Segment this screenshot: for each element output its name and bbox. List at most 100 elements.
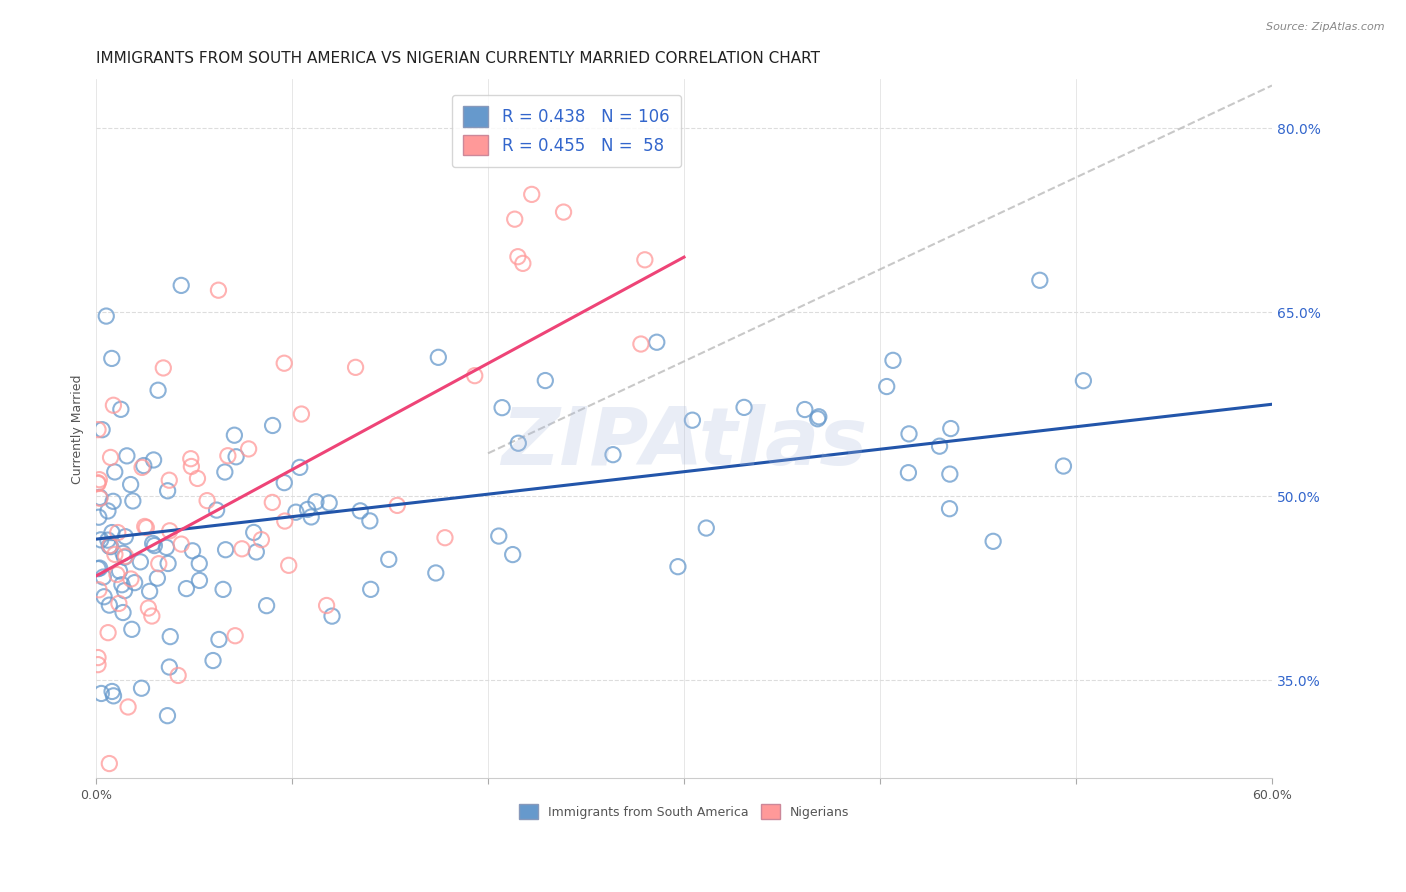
Point	[882, 353, 904, 368]
Point	[602, 448, 624, 462]
Point	[121, 623, 143, 637]
Point	[250, 533, 273, 547]
Point	[305, 495, 328, 509]
Point	[101, 684, 124, 698]
Point	[155, 541, 177, 555]
Point	[938, 501, 960, 516]
Point	[630, 337, 652, 351]
Point	[876, 379, 898, 393]
Point	[143, 539, 166, 553]
Point	[898, 426, 921, 441]
Point	[214, 542, 236, 557]
Point	[114, 550, 136, 565]
Point	[733, 401, 755, 415]
Point	[124, 575, 146, 590]
Point	[89, 491, 111, 505]
Point	[135, 520, 157, 534]
Point	[131, 460, 153, 475]
Point	[207, 283, 229, 297]
Point	[427, 351, 450, 365]
Point	[107, 525, 129, 540]
Point	[231, 541, 253, 556]
Point	[108, 564, 131, 578]
Point	[315, 599, 337, 613]
Point	[87, 475, 110, 490]
Point	[807, 411, 830, 425]
Point	[152, 360, 174, 375]
Point	[97, 533, 120, 548]
Point	[512, 256, 534, 270]
Point	[502, 548, 524, 562]
Point	[91, 423, 114, 437]
Point	[100, 450, 122, 465]
Point	[277, 558, 299, 573]
Point	[159, 630, 181, 644]
Point	[273, 475, 295, 490]
Point	[188, 574, 211, 588]
Point	[120, 477, 142, 491]
Point	[142, 453, 165, 467]
Point	[290, 407, 312, 421]
Point	[121, 494, 143, 508]
Point	[378, 552, 401, 566]
Point	[180, 451, 202, 466]
Point	[138, 584, 160, 599]
Point	[110, 402, 132, 417]
Point	[115, 449, 138, 463]
Point	[634, 252, 657, 267]
Point	[681, 413, 703, 427]
Point	[553, 205, 575, 219]
Point	[87, 650, 110, 665]
Point	[148, 557, 170, 571]
Point	[433, 531, 456, 545]
Point	[212, 582, 235, 597]
Point	[146, 383, 169, 397]
Point	[108, 596, 131, 610]
Text: ZIPAtlas: ZIPAtlas	[501, 404, 868, 482]
Point	[224, 428, 246, 442]
Point	[195, 493, 218, 508]
Point	[91, 570, 114, 584]
Point	[138, 601, 160, 615]
Point	[114, 583, 136, 598]
Point	[186, 471, 208, 485]
Point	[90, 686, 112, 700]
Point	[87, 582, 110, 597]
Point	[359, 514, 381, 528]
Point	[101, 351, 124, 366]
Point	[256, 599, 278, 613]
Point	[284, 505, 307, 519]
Point	[117, 700, 139, 714]
Point	[344, 360, 367, 375]
Point	[142, 536, 165, 550]
Point	[217, 449, 239, 463]
Point	[288, 460, 311, 475]
Point	[205, 503, 228, 517]
Point	[793, 402, 815, 417]
Point	[112, 546, 135, 560]
Point	[101, 525, 124, 540]
Point	[464, 368, 486, 383]
Point	[89, 491, 111, 506]
Point	[897, 466, 920, 480]
Point	[170, 537, 193, 551]
Point	[157, 660, 180, 674]
Point	[87, 561, 110, 575]
Point	[120, 572, 142, 586]
Point	[262, 495, 284, 509]
Y-axis label: Currently Married: Currently Married	[72, 374, 84, 483]
Point	[89, 561, 111, 575]
Point	[176, 582, 198, 596]
Point	[981, 534, 1004, 549]
Point	[208, 632, 231, 647]
Point	[87, 423, 110, 437]
Point	[1073, 374, 1095, 388]
Point	[387, 499, 409, 513]
Legend: Immigrants from South America, Nigerians: Immigrants from South America, Nigerians	[515, 799, 853, 824]
Point	[93, 590, 115, 604]
Point	[104, 465, 127, 479]
Point	[214, 465, 236, 479]
Point	[928, 439, 950, 453]
Point	[360, 582, 382, 597]
Point	[104, 548, 127, 562]
